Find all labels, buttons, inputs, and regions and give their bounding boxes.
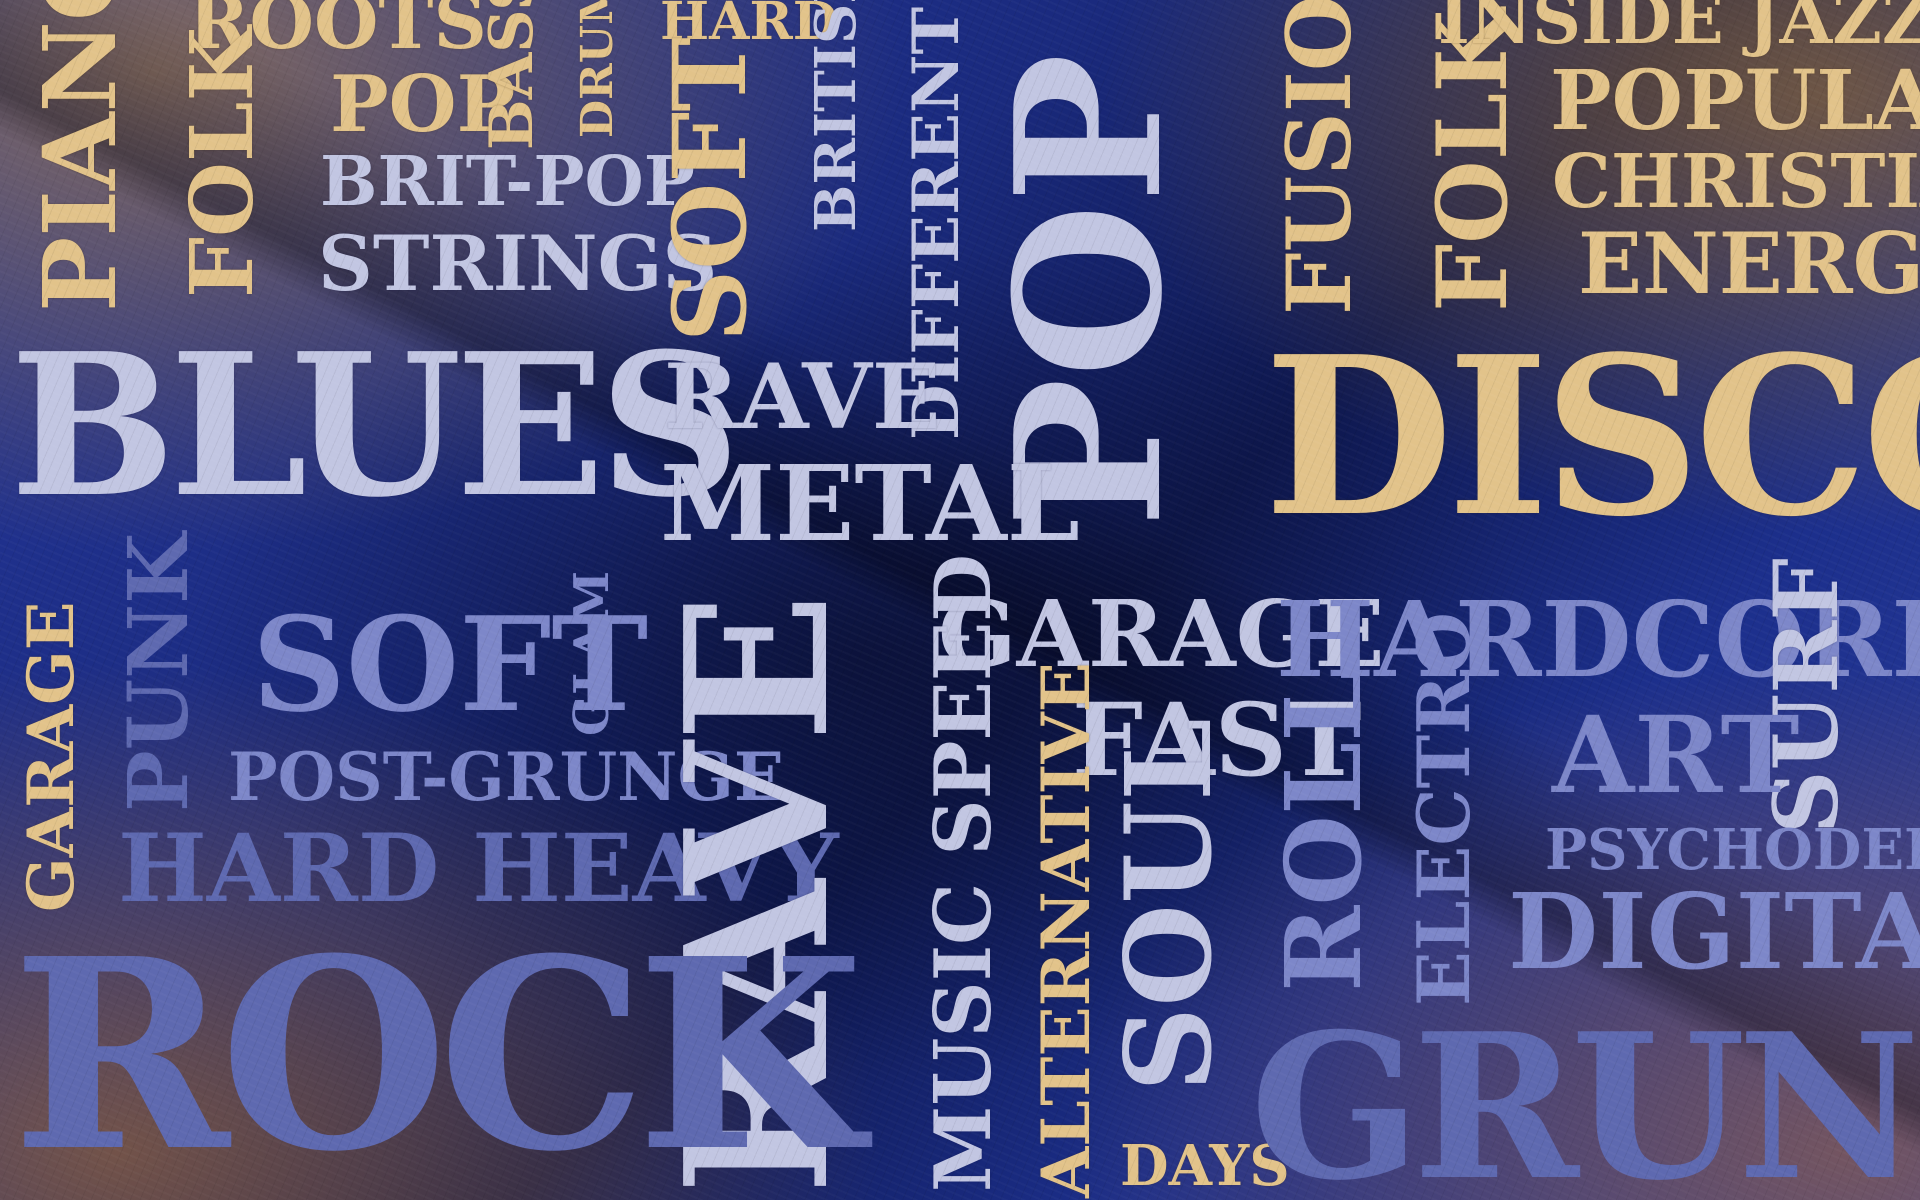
word-soft-top: SOFT: [651, 37, 769, 342]
word-metal: METAL: [660, 442, 1080, 565]
word-disco: DISCO: [1264, 309, 1920, 565]
word-christian: CHRISTIAN: [1552, 139, 1920, 225]
word-garage-mid: GARAGE: [938, 580, 1385, 688]
word-soul: SOUL: [1099, 718, 1238, 1092]
word-punk: PUNK: [111, 532, 207, 812]
word-folk-left: FOLK: [172, 26, 273, 298]
word-hardcore: HARDCORE: [1276, 578, 1920, 701]
word-electro: ELECTRO: [1401, 612, 1486, 1006]
word-soft-mid: SOFT: [252, 588, 649, 741]
word-alternative: ALTERNATIVE: [1027, 662, 1105, 1198]
word-inside-jazz: INSIDE JAZZ: [1438, 0, 1920, 60]
word-rave-small: RAVE: [664, 344, 941, 450]
word-days: DAYS: [1120, 1133, 1290, 1199]
word-music-speed: MUSIC SPEED: [918, 554, 1009, 1192]
word-bass: BASS: [477, 0, 547, 150]
word-garage-left: GARAGE: [14, 601, 89, 912]
word-grunge: GRUNGE: [1250, 990, 1920, 1200]
word-roll: ROLL: [1262, 668, 1385, 992]
word-hard-heavy: HARD HEAVY: [118, 814, 839, 924]
word-hard-top: HARD: [660, 0, 838, 52]
word-psychodelic: PSYCHODELIC: [1545, 817, 1920, 883]
word-strings: STRINGS: [318, 219, 718, 308]
word-glam: GLAM: [564, 570, 620, 736]
word-post-grunge: POST-GRUNGE: [228, 738, 785, 816]
word-fusion: FUSION: [1267, 0, 1371, 315]
word-popular: POPULAR: [1550, 53, 1920, 149]
word-blues: BLUES: [10, 311, 741, 541]
word-digital: DIGITAL: [1508, 870, 1920, 993]
word-brit-pop: BRIT-POP: [320, 142, 695, 222]
word-british: BRITISH: [803, 0, 869, 232]
word-drums: DRUMS: [572, 0, 623, 138]
word-art: ART: [1552, 692, 1800, 817]
word-energy: ENERGY: [1578, 214, 1920, 313]
word-pop-small: POP: [330, 59, 516, 150]
word-fast: FAST: [1072, 681, 1362, 799]
word-roots: ROOTS: [188, 0, 487, 66]
word-piano: PIANO: [21, 0, 139, 312]
word-rock: ROCK: [12, 901, 864, 1200]
